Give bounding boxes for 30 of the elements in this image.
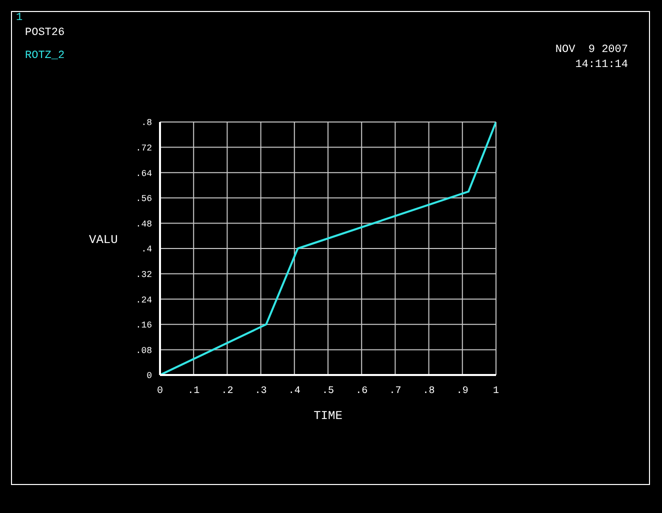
y-tick-label: .4: [141, 244, 152, 255]
x-tick-label: .7: [389, 386, 402, 397]
y-tick-label: .56: [136, 194, 152, 204]
text: 14:11:14: [575, 59, 628, 71]
y-tick-label: .32: [136, 270, 152, 280]
text: 1: [16, 12, 23, 24]
y-tick-label: .24: [136, 295, 152, 306]
y-tick-label: .48: [136, 219, 152, 230]
y-tick-label: .72: [136, 143, 152, 154]
y-tick-label: 0: [146, 371, 152, 382]
y-axis-title: VALU: [89, 233, 118, 247]
x-tick-label: .3: [254, 386, 267, 397]
y-tick-label: .8: [141, 118, 152, 128]
x-axis-title: TIME: [314, 409, 342, 423]
x-tick-label: .6: [356, 386, 368, 397]
y-tick-label: .64: [136, 168, 152, 179]
text: ROTZ_2: [25, 50, 65, 62]
line-series: [160, 122, 496, 375]
y-tick-label: .16: [136, 320, 152, 331]
x-tick-label: .2: [221, 386, 234, 397]
text: NOV 9 2007: [555, 44, 628, 56]
x-tick-label: 1: [492, 386, 500, 397]
x-tick-label: .8: [422, 386, 435, 397]
x-tick-label: .1: [188, 386, 200, 397]
text: POST26: [25, 27, 65, 39]
x-tick-label: .5: [322, 386, 334, 397]
x-tick-label: .9: [456, 386, 468, 397]
y-tick-label: .08: [136, 346, 152, 356]
x-tick-label: 0: [156, 386, 164, 397]
x-tick-label: .4: [288, 386, 300, 397]
